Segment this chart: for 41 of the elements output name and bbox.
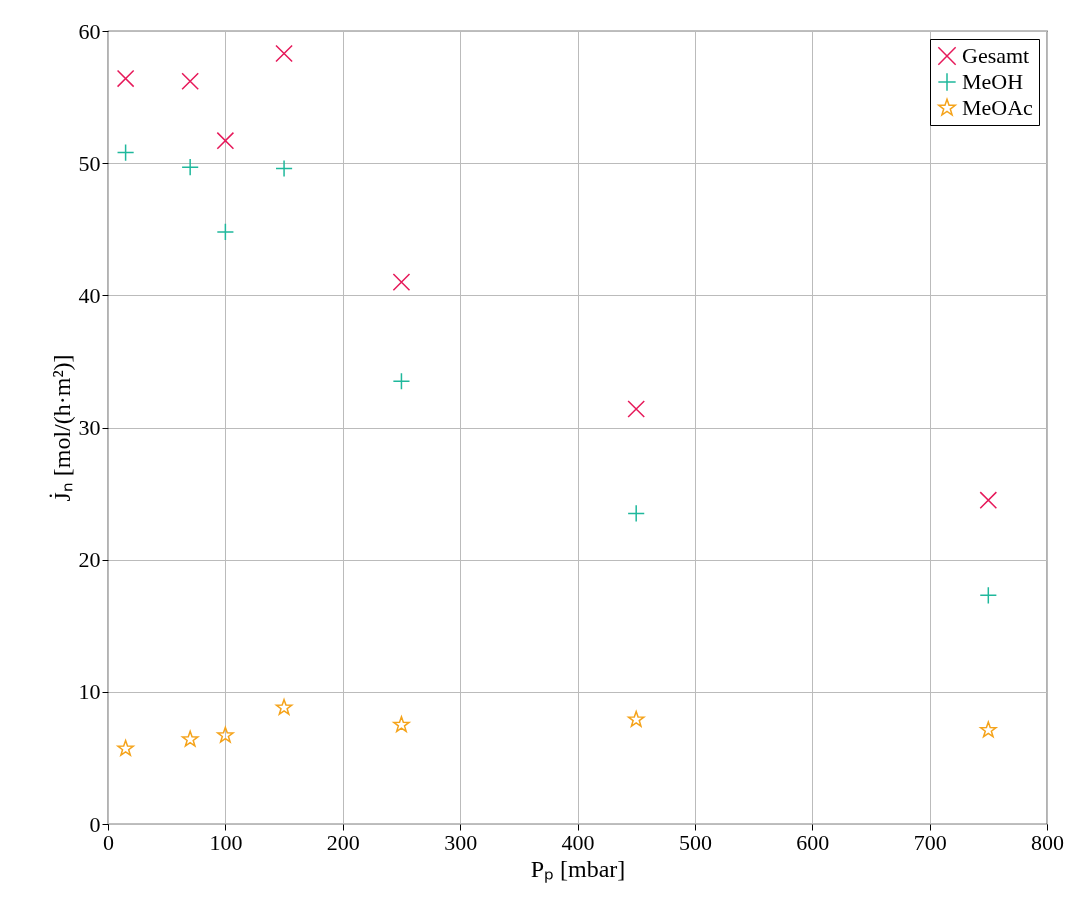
point: [116, 69, 135, 88]
y-tick-label: 10: [78, 679, 101, 705]
point: [181, 158, 199, 176]
point: [181, 730, 199, 747]
x-tick-label: 600: [796, 829, 830, 855]
x-axis-title: Pₚ [mbar]: [530, 855, 626, 883]
point: [627, 710, 645, 727]
x-tick-label: 300: [444, 829, 478, 855]
x-tick-label: 800: [1031, 829, 1064, 855]
point: [392, 273, 411, 291]
y-tick-label: 40: [78, 282, 101, 308]
y-tick-label: 0: [89, 811, 101, 837]
point: [117, 739, 135, 756]
point: [216, 131, 235, 150]
point: [275, 159, 293, 178]
point: [627, 400, 645, 418]
point: [979, 586, 998, 605]
point: [216, 223, 235, 241]
x-tick-label: 100: [209, 829, 243, 855]
y-axis-title: J̇ₙ [mol/(h·m²)]: [48, 354, 75, 502]
x-tick-label: 500: [678, 829, 712, 855]
x-tick-label: 700: [913, 829, 947, 855]
point: [979, 721, 997, 738]
point: [275, 44, 293, 63]
x-tick-label: 400: [561, 829, 595, 855]
legend-label: MeOH: [962, 69, 1024, 94]
y-tick-label: 20: [78, 547, 101, 573]
point: [116, 143, 135, 162]
y-tick-label: 50: [78, 150, 101, 176]
legend-label: MeOAc: [962, 95, 1034, 120]
x-tick-label: 200: [326, 829, 360, 855]
point: [275, 698, 293, 715]
legend-label: Gesamt: [962, 43, 1030, 68]
point: [216, 726, 234, 743]
point: [627, 504, 645, 523]
y-tick-label: 60: [78, 18, 101, 44]
point: [393, 716, 410, 733]
point: [181, 72, 199, 91]
y-tick-label: 30: [78, 415, 101, 440]
point: [392, 372, 411, 391]
point: [979, 491, 998, 509]
